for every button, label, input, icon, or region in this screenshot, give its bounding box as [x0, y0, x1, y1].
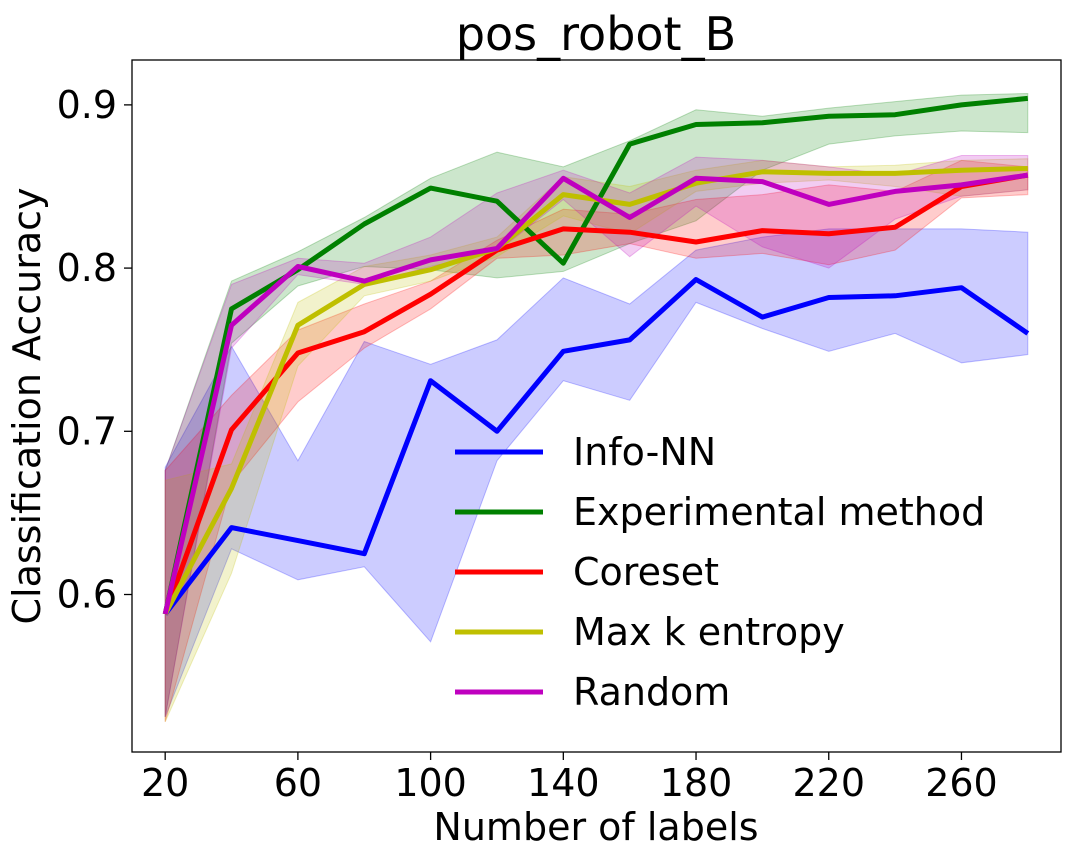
- line-experimental-method: [162, 95, 1029, 615]
- x-axis: 20 60 100 140 180 220 260: [141, 752, 998, 805]
- y-axis-label: Classification Accuracy: [5, 188, 49, 625]
- y-tick-label: 0.7: [57, 409, 117, 453]
- legend-label-random: Random: [573, 670, 730, 714]
- y-tick-label: 0.6: [57, 573, 117, 617]
- y-tick-label: 0.9: [57, 83, 117, 127]
- y-axis: 0.6 0.7 0.8 0.9: [57, 83, 132, 617]
- series-lines: [162, 95, 1030, 616]
- plot-frame: [131, 59, 1062, 753]
- line-random: [162, 172, 1029, 615]
- legend-label-coreset: Coreset: [573, 550, 719, 594]
- line-info-nn: [163, 277, 1030, 616]
- x-tick-label: 180: [660, 761, 733, 805]
- y-tick-label: 0.8: [57, 246, 117, 290]
- line-coreset: [162, 172, 1029, 615]
- legend: Info-NN Experimental method Coreset Max k e…: [455, 430, 985, 714]
- x-tick-label: 260: [925, 761, 998, 805]
- x-tick-label: 140: [527, 761, 600, 805]
- legend-label-max-k-entropy: Max k entropy: [573, 610, 845, 654]
- band-info-nn: [164, 228, 1029, 718]
- legend-label-info-nn: Info-NN: [573, 430, 716, 474]
- x-tick-label: 100: [394, 761, 467, 805]
- x-tick-label: 60: [274, 761, 322, 805]
- x-tick-label: 220: [792, 761, 865, 805]
- chart-title: pos_robot_B: [456, 7, 736, 61]
- x-axis-label: Number of labels: [433, 805, 758, 849]
- band-max-k-entropy: [164, 158, 1029, 723]
- x-tick-label: 20: [141, 761, 189, 805]
- legend-label-experimental-method: Experimental method: [573, 490, 985, 534]
